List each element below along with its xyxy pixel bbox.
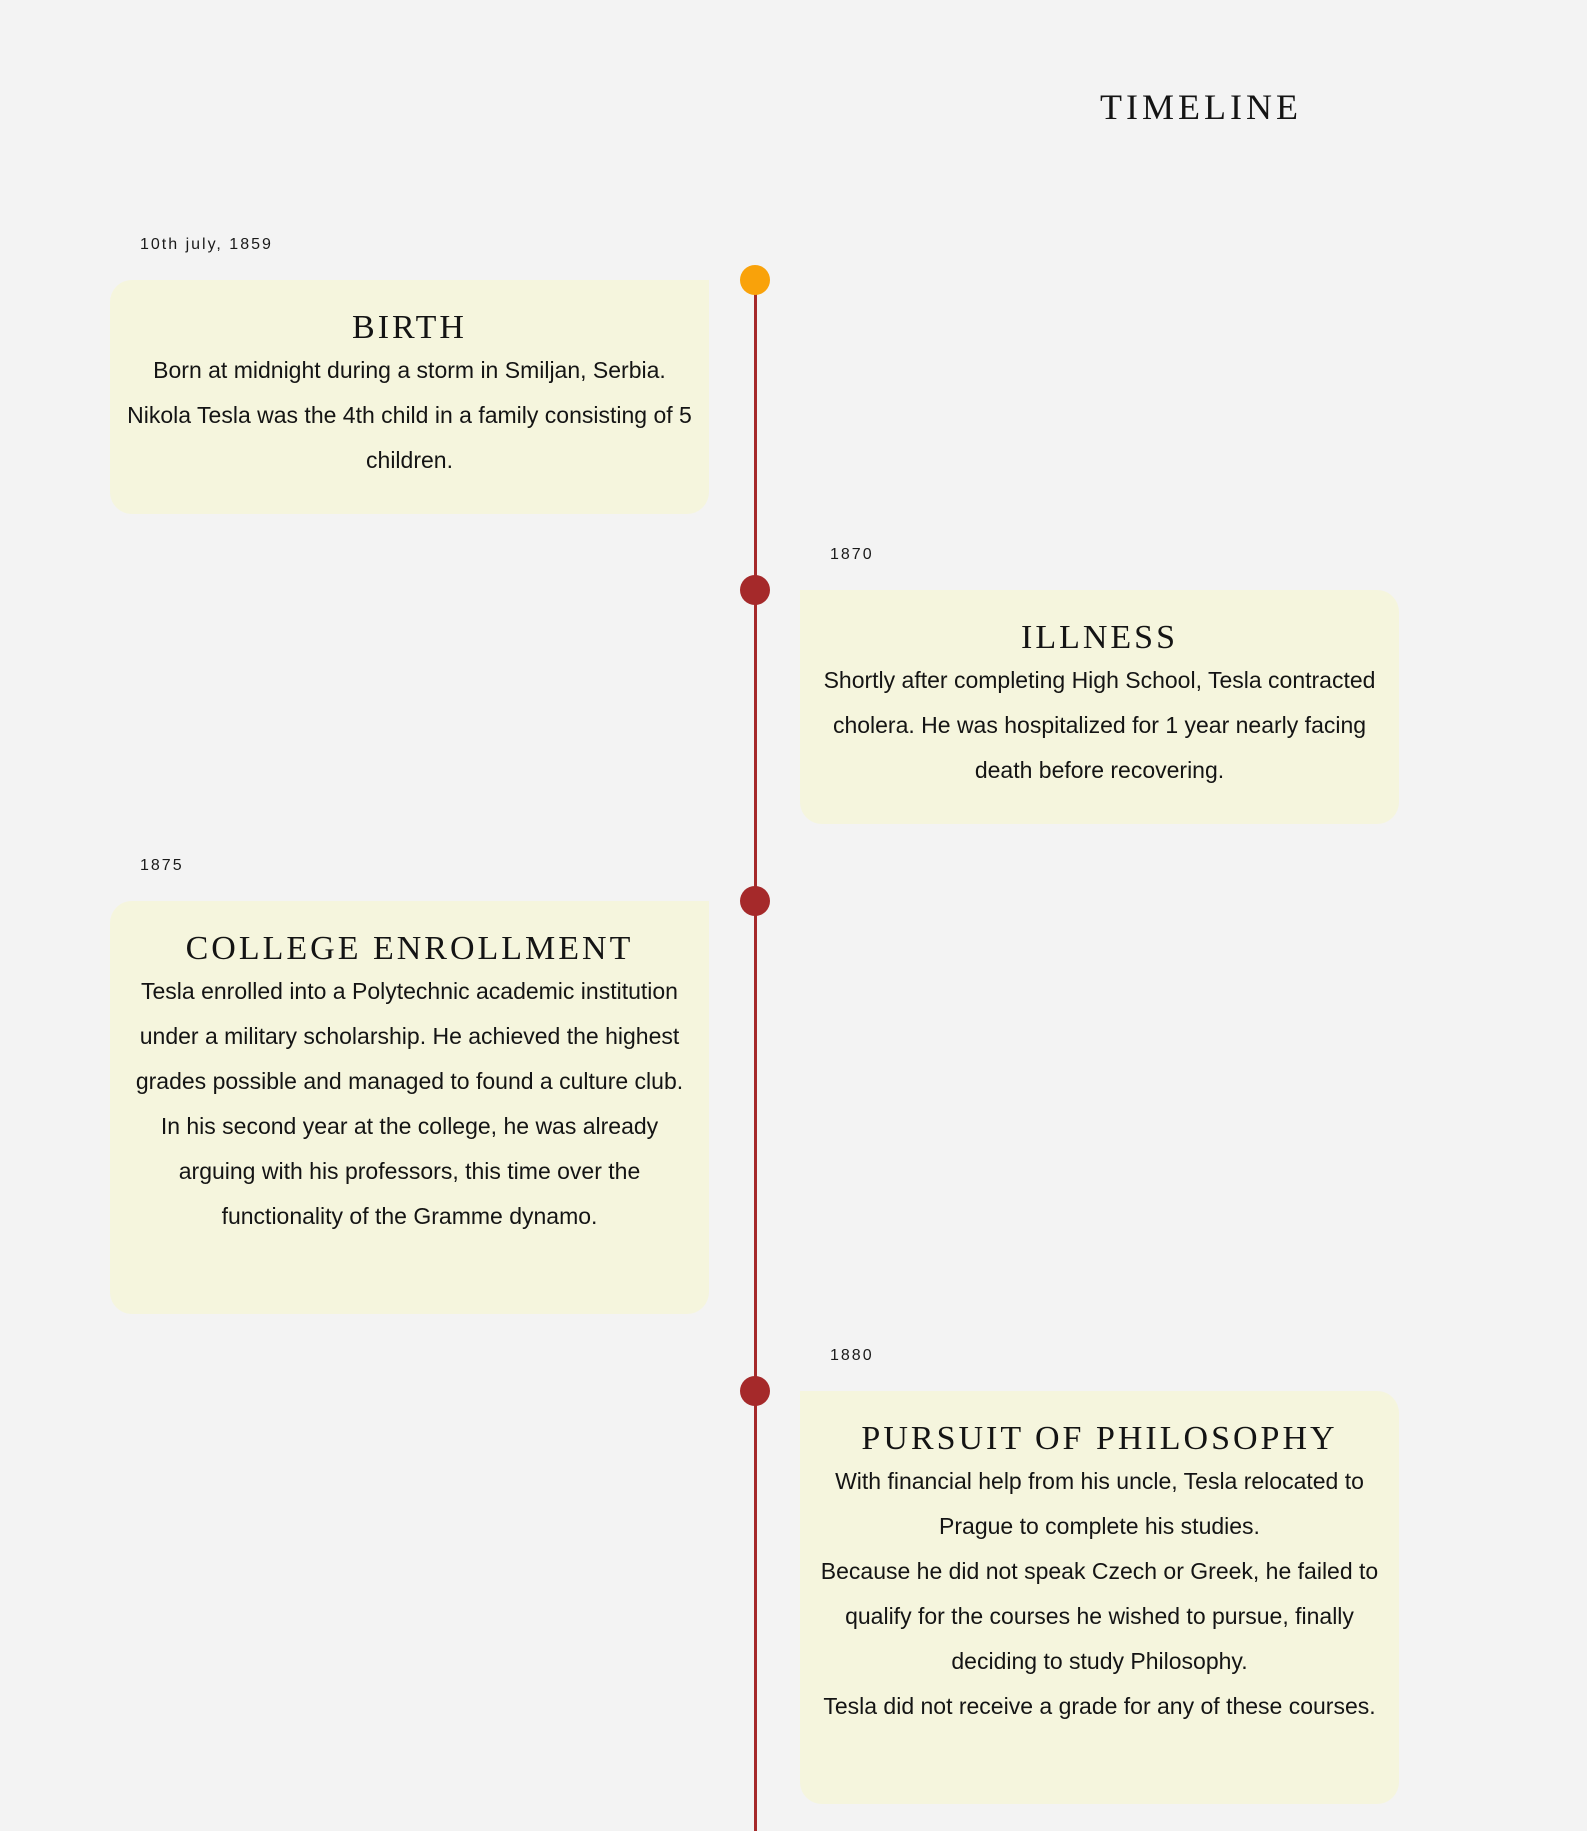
event-title: PURSUIT OF PHILOSOPHY xyxy=(861,1420,1338,1457)
event-description: Tesla enrolled into a Polytechnic academ… xyxy=(135,978,684,1094)
event-date: 1880 xyxy=(830,1347,874,1364)
event-description: Born at midnight during a storm in Smilj… xyxy=(127,357,692,473)
event-card-birth: BIRTH Born at midnight during a storm in… xyxy=(110,280,709,514)
event-description: Shortly after completing High School, Te… xyxy=(823,667,1376,783)
event-date: 1870 xyxy=(830,546,874,563)
event-description: Tesla did not receive a grade for any of… xyxy=(823,1693,1376,1719)
timeline-marker xyxy=(740,575,770,605)
event-description: Because he did not speak Czech or Greek,… xyxy=(820,1558,1379,1674)
event-title: ILLNESS xyxy=(1021,619,1178,656)
event-card-college-enrollment: COLLEGE ENROLLMENT Tesla enrolled into a… xyxy=(110,901,709,1314)
timeline-line xyxy=(754,280,757,1831)
timeline-marker xyxy=(740,886,770,916)
event-date: 10th july, 1859 xyxy=(140,236,273,253)
timeline-marker-active xyxy=(740,265,770,295)
event-title: BIRTH xyxy=(352,309,467,346)
event-title: COLLEGE ENROLLMENT xyxy=(185,930,634,967)
page-title: TIMELINE xyxy=(1100,87,1302,127)
event-card-illness: ILLNESS Shortly after completing High Sc… xyxy=(800,590,1399,824)
event-date: 1875 xyxy=(140,857,184,874)
event-card-pursuit-of-philosophy: PURSUIT OF PHILOSOPHY With financial hel… xyxy=(800,1391,1399,1804)
event-description: With financial help from his uncle, Tesl… xyxy=(835,1468,1364,1539)
timeline-marker xyxy=(740,1376,770,1406)
event-description: In his second year at the college, he wa… xyxy=(160,1113,659,1229)
